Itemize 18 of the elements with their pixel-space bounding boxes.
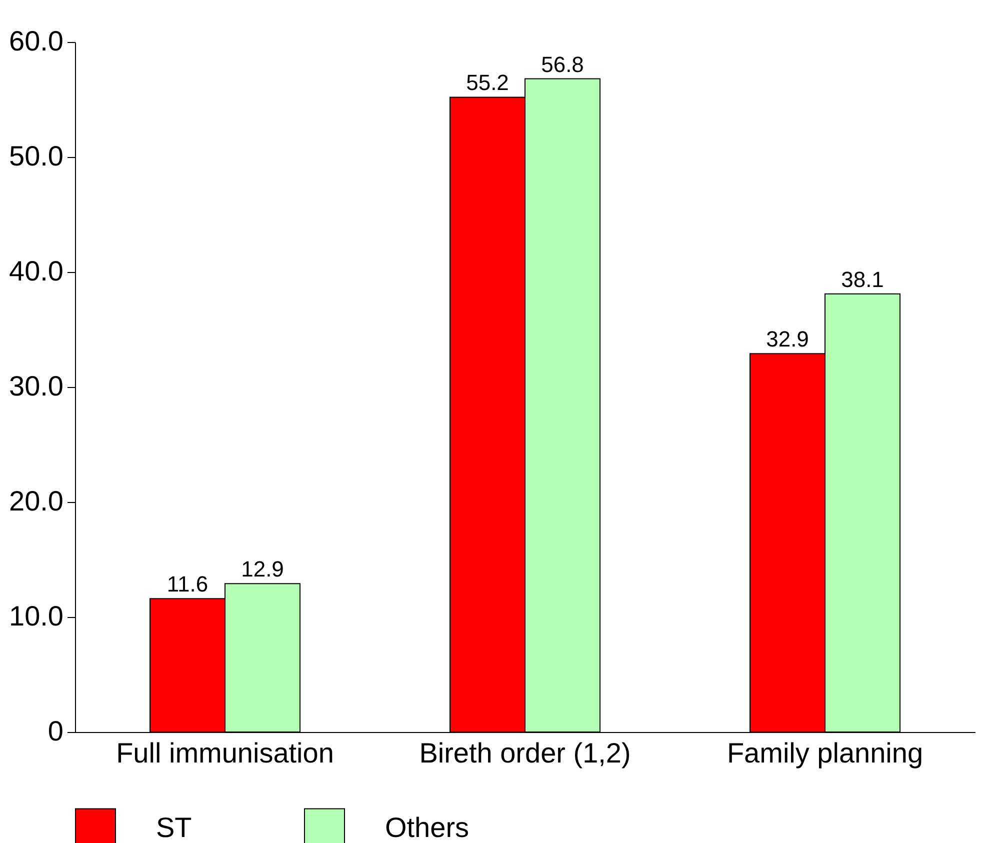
y-tick-label: 20.0 (9, 486, 64, 516)
x-tick-label: Bireth order (1,2) (419, 738, 631, 768)
y-tick-label: 40.0 (9, 256, 64, 286)
data-label: 38.1 (841, 266, 884, 292)
legend-label: Others (385, 812, 470, 843)
y-tick-label: 60.0 (9, 26, 64, 56)
data-label: 55.2 (466, 70, 509, 96)
legend-label: ST (156, 812, 192, 843)
data-label: 12.9 (241, 556, 284, 582)
y-tick-label: 10.0 (9, 600, 64, 632)
y-tick-label: 50.0 (9, 140, 64, 172)
y-tick-label: 0 (48, 716, 64, 746)
data-label: 56.8 (541, 52, 584, 77)
y-tick-label: 30.0 (9, 370, 64, 402)
data-label: 11.6 (166, 572, 208, 597)
x-tick-label: Full immunisation (116, 738, 334, 768)
data-label: 32.9 (766, 326, 809, 352)
x-tick-label: Family planning (726, 738, 924, 768)
